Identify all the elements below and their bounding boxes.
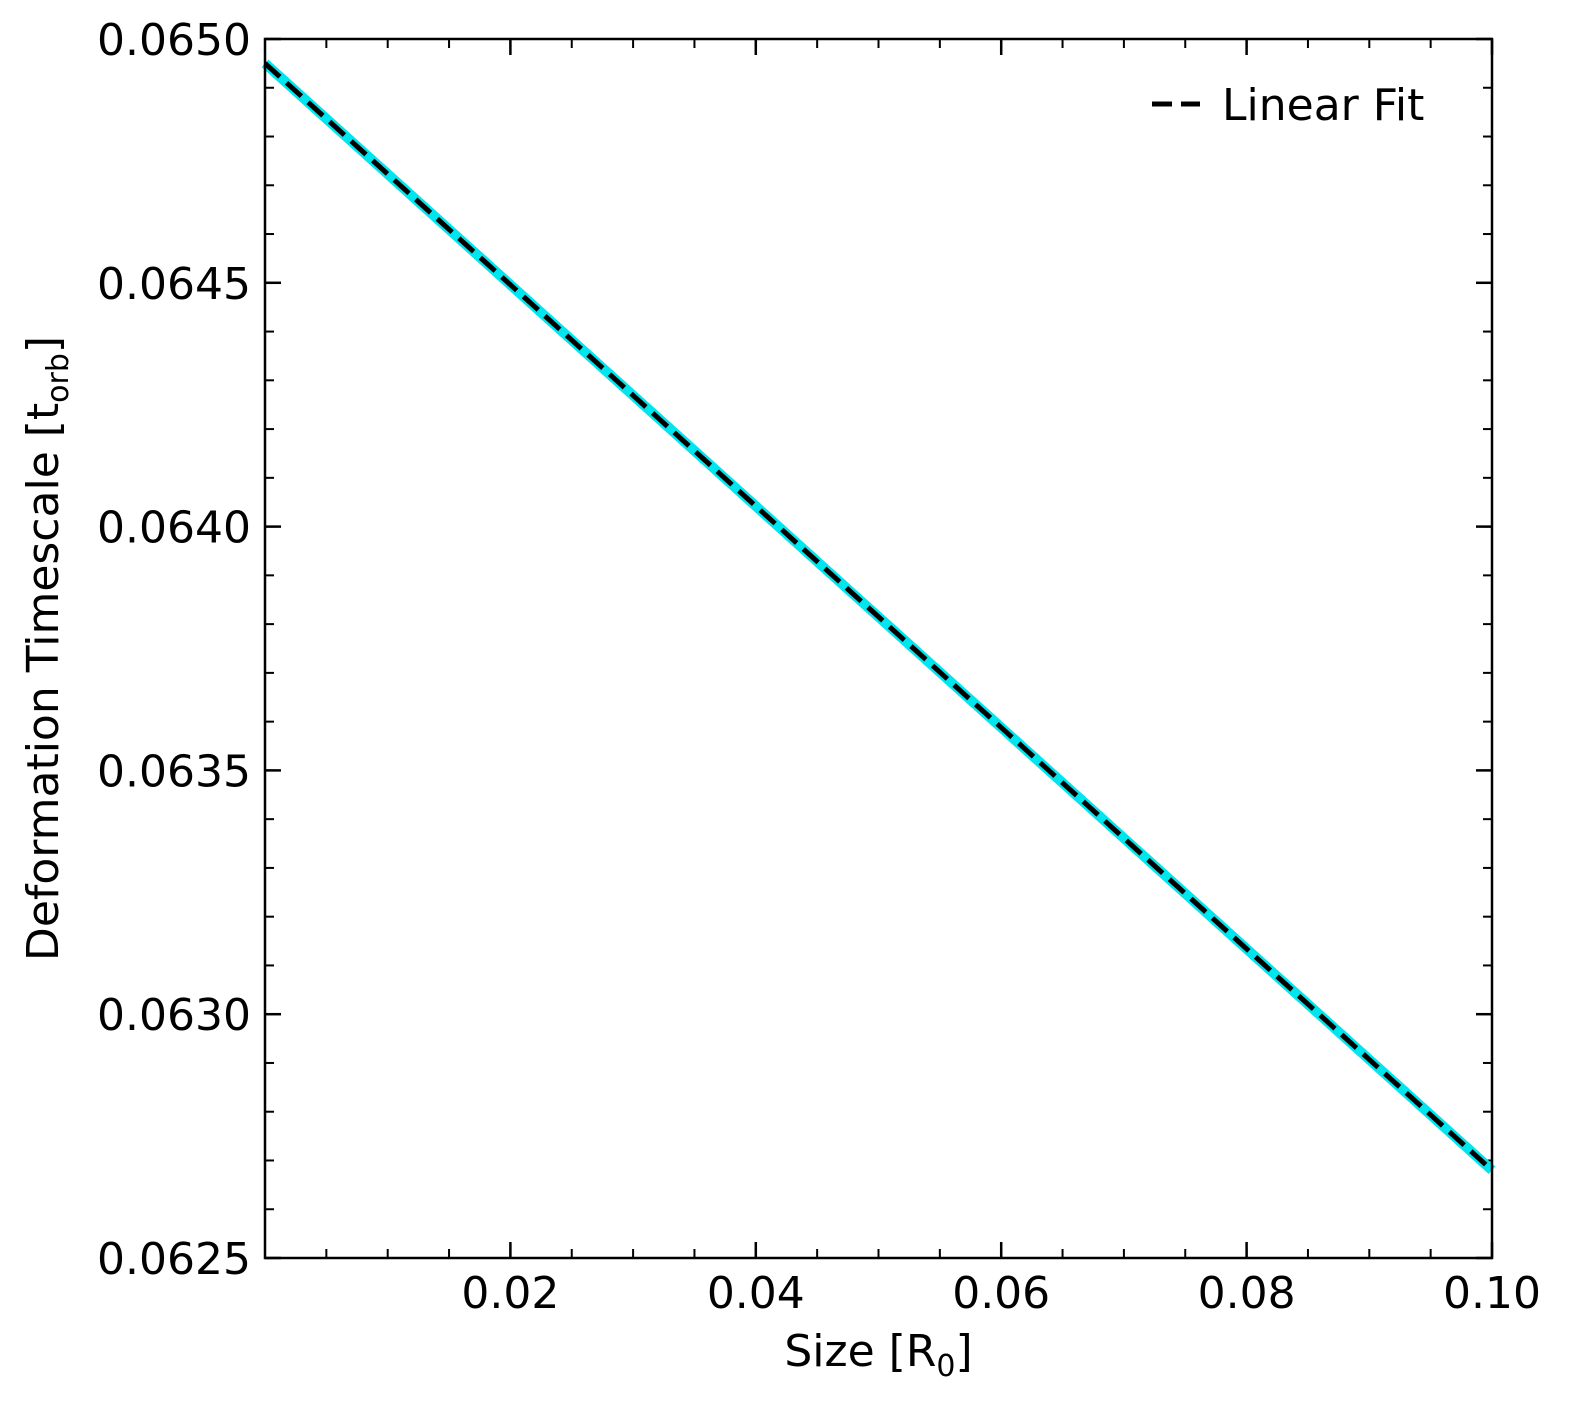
major-ticks [265,37,1494,1260]
series-line-linear-fit [263,61,1494,1173]
x-tick-label: 0.04 [707,1268,805,1319]
y-axis-label-main: Deformation Timescale [t [18,403,69,961]
x-tick-label: 0.08 [1198,1268,1296,1319]
y-tick-label: 0.0645 [97,259,251,310]
y-tick-labels: 0.0625 0.0630 0.0635 0.0640 0.0645 0.0650 [97,15,251,1285]
series-layer [261,59,1496,1174]
y-axis-label: Deformation Timescale [torb] [18,336,76,961]
x-axis-label-main: Size [R [784,1326,936,1377]
x-axis-label: Size [R0] [784,1326,972,1384]
plot-frame [263,37,1494,1260]
y-tick-label: 0.0630 [97,990,251,1041]
x-tick-label: 0.06 [952,1268,1050,1319]
y-axis-label-close: ] [18,336,69,353]
minor-ticks [265,39,1492,1258]
x-axis-label-close: ] [955,1326,972,1377]
y-tick-label: 0.0635 [97,746,251,797]
y-tick-label: 0.0650 [97,15,251,66]
y-tick-label: 0.0625 [97,1234,251,1285]
legend-label-linear-fit: Linear Fit [1222,80,1424,131]
x-tick-label: 0.10 [1443,1268,1541,1319]
legend: Linear Fit [1152,80,1424,131]
x-tick-label: 0.02 [461,1268,559,1319]
x-tick-labels: 0.02 0.04 0.06 0.08 0.10 [461,1268,1541,1319]
x-axis-label-subscript: 0 [936,1349,955,1384]
y-tick-label: 0.0640 [97,503,251,554]
y-axis-label-subscript: orb [41,353,76,403]
